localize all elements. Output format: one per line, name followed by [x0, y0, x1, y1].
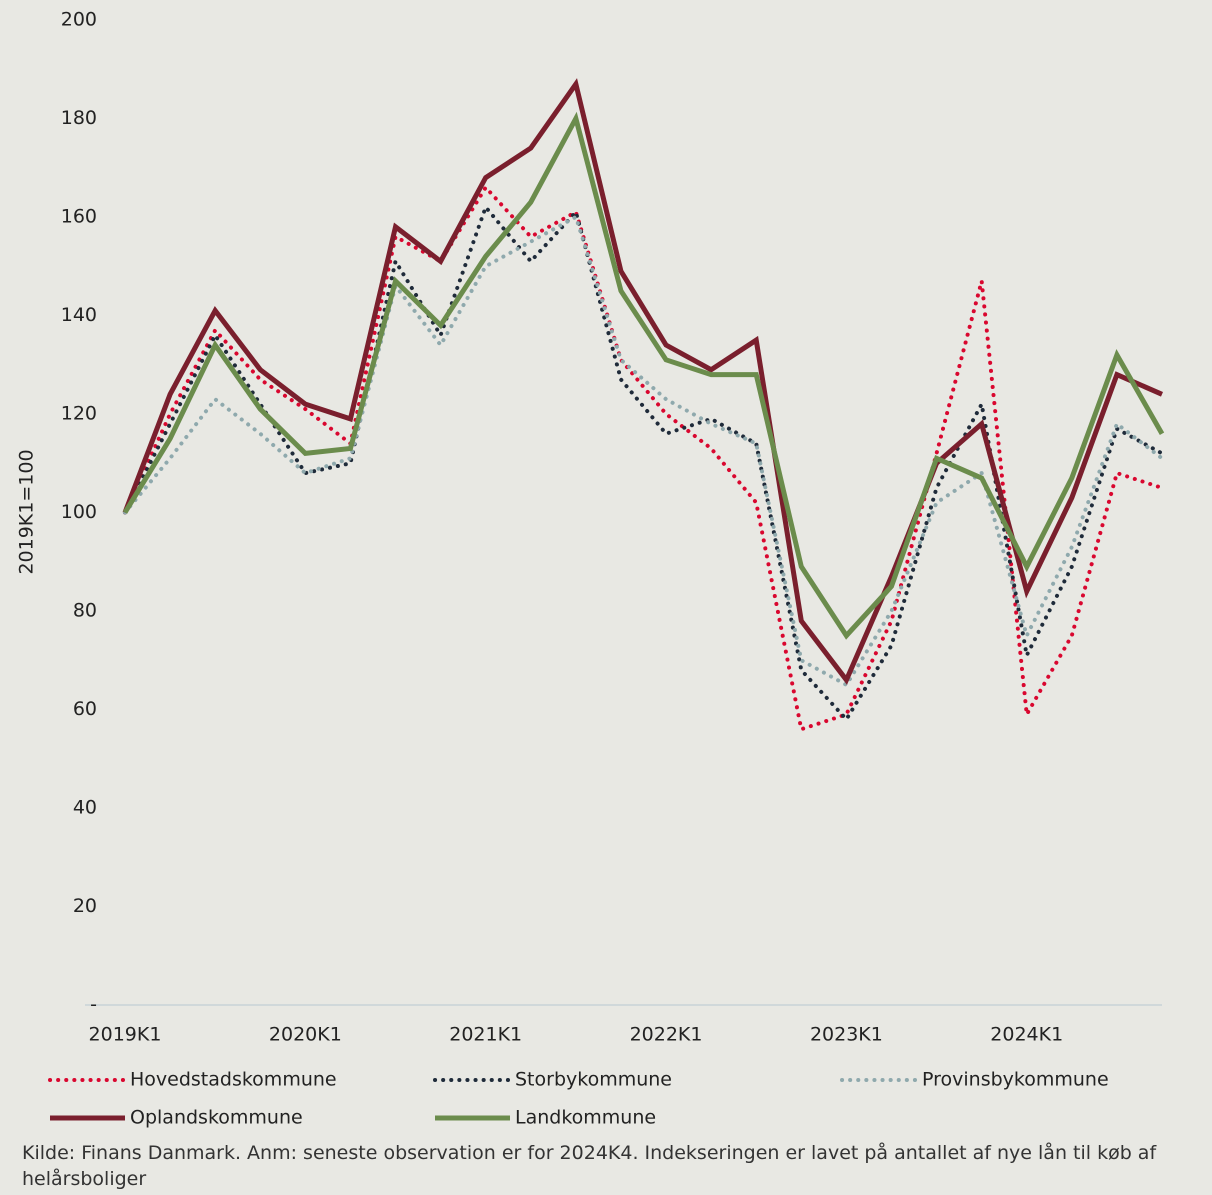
y-tick-label: - — [90, 994, 97, 1016]
y-tick-label: 180 — [61, 107, 97, 129]
series-line — [122, 78, 1164, 685]
legend-label: Landkommune — [515, 1107, 656, 1129]
chart: 2019K1=100 - 20 40 60 80 100 120 140 160 180 200 20… — [16, 9, 1165, 1129]
x-tick-label: 2022K1 — [630, 1024, 703, 1046]
y-tick-label: 80 — [73, 600, 97, 622]
y-tick-label: 120 — [61, 403, 97, 425]
x-tick-label: 2024K1 — [990, 1024, 1063, 1046]
legend-label: Oplandskommune — [130, 1107, 303, 1129]
series-line — [123, 203, 1164, 723]
y-tick-label: 160 — [61, 206, 97, 228]
series-line — [123, 184, 1164, 732]
y-tick-label: 60 — [73, 698, 97, 720]
series-line — [123, 214, 1164, 688]
x-tick-label: 2020K1 — [269, 1024, 342, 1046]
y-axis-label: 2019K1=100 — [16, 449, 38, 574]
y-tick-label: 40 — [73, 797, 97, 819]
legend-label: Storbykommune — [515, 1069, 672, 1091]
x-tick-label: 2021K1 — [449, 1024, 522, 1046]
legend-label: Hovedstadskommune — [130, 1069, 337, 1091]
y-tick-label: 200 — [61, 9, 97, 31]
x-tick-label: 2019K1 — [89, 1024, 162, 1046]
x-tick-label: 2023K1 — [810, 1024, 883, 1046]
legend-label: Provinsbykommune — [922, 1069, 1109, 1091]
y-tick-label: 100 — [61, 501, 97, 523]
source-note: Kilde: Finans Danmark. Anm: seneste obse… — [22, 1142, 1157, 1190]
series-line — [122, 111, 1165, 640]
y-tick-label: 20 — [73, 895, 97, 917]
y-tick-label: 140 — [61, 304, 97, 326]
